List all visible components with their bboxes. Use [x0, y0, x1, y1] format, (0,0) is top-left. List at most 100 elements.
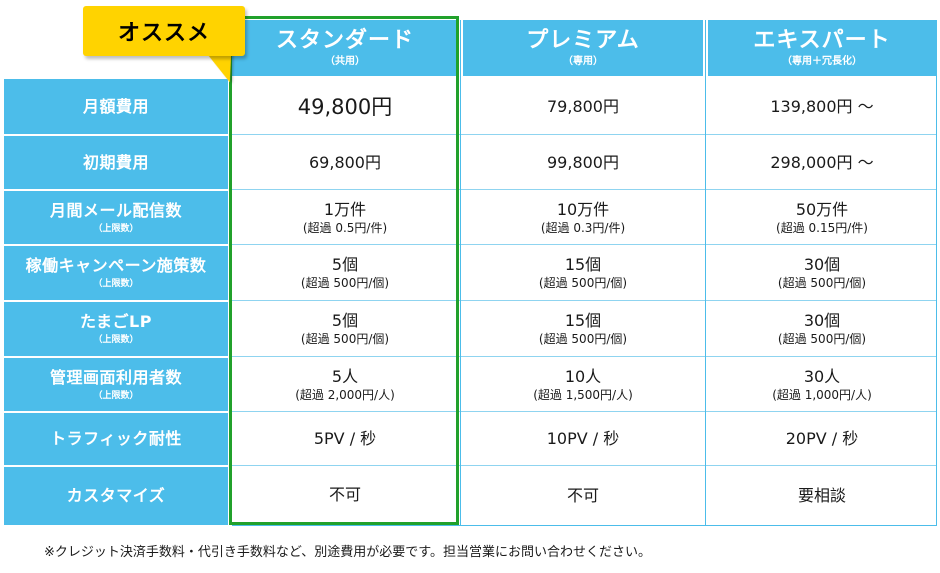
- row-header-customize: カスタマイズ: [4, 467, 228, 525]
- plan-header-premium: プレミアム （専用）: [463, 20, 703, 76]
- cell-value: 79,800円: [547, 96, 619, 116]
- row-label: トラフィック耐性: [50, 429, 182, 448]
- cell-note: (超過 500円/個): [777, 332, 867, 346]
- cell-value: 30個: [803, 255, 841, 274]
- row-divider: [232, 189, 936, 190]
- cell-standard-customize: 不可: [232, 467, 458, 522]
- row-label: 初期費用: [82, 152, 149, 172]
- row-header-admin-users: 管理画面利用者数 （上限数）: [4, 358, 228, 411]
- row-sub-label: （上限数）: [93, 335, 139, 345]
- cell-value: 20PV / 秒: [785, 429, 859, 448]
- cell-value: 30個: [803, 311, 841, 330]
- row-divider: [232, 356, 936, 357]
- row-label: 管理画面利用者数: [49, 367, 182, 387]
- cell-premium-tamago-lp: 15個 (超過 500円/個): [463, 302, 703, 356]
- cell-note: (超過 500円/個): [777, 276, 867, 290]
- cell-note: (超過 1,500円/人): [533, 387, 633, 402]
- cell-standard-admin-users: 5人 (超過 2,000円/人): [232, 358, 458, 411]
- cell-value: 69,800円: [309, 152, 381, 172]
- row-label: カスタマイズ: [66, 486, 166, 505]
- row-divider: [232, 300, 936, 301]
- cell-value: 5PV / 秒: [313, 429, 377, 448]
- cell-premium-initial-fee: 99,800円: [463, 136, 703, 189]
- cell-standard-monthly-mail: 1万件 (超過 0.5円/件): [232, 191, 458, 244]
- cell-value: 不可: [566, 486, 599, 505]
- cell-expert-initial-fee: 298,000円 ～: [708, 136, 936, 189]
- cell-value: 49,800円: [297, 94, 393, 119]
- cell-value: 10人: [564, 366, 602, 386]
- cell-expert-traffic: 20PV / 秒: [708, 413, 936, 465]
- plan-name: エキスパート: [753, 28, 891, 53]
- cell-value: 139,800円 ～: [770, 96, 874, 116]
- cell-standard-campaigns: 5個 (超過 500円/個): [232, 246, 458, 300]
- cell-expert-campaigns: 30個 (超過 500円/個): [708, 246, 936, 300]
- recommend-badge-label: オススメ: [117, 21, 210, 46]
- plan-type: （専用＋冗長化）: [782, 56, 862, 67]
- cell-value: 不可: [328, 484, 361, 504]
- footnote: ※クレジット決済手数料・代引き手数料など、別途費用が必要です。担当営業にお問い合…: [44, 545, 651, 560]
- row-label: 月間メール配信数: [49, 200, 182, 220]
- cell-standard-monthly-fee: 49,800円: [232, 79, 458, 134]
- row-header-traffic: トラフィック耐性: [4, 413, 228, 465]
- row-sub-label: （上限数）: [93, 279, 139, 289]
- cell-standard-traffic: 5PV / 秒: [232, 413, 458, 465]
- cell-premium-campaigns: 15個 (超過 500円/個): [463, 246, 703, 300]
- cell-note: (超過 2,000円/人): [295, 387, 395, 402]
- cell-note: (超過 0.3円/件): [540, 220, 626, 235]
- cell-value: 99,800円: [547, 152, 619, 172]
- cell-value: 5個: [331, 311, 359, 330]
- cell-expert-tamago-lp: 30個 (超過 500円/個): [708, 302, 936, 356]
- cell-standard-initial-fee: 69,800円: [232, 136, 458, 189]
- cell-expert-monthly-fee: 139,800円 ～: [708, 79, 936, 134]
- cell-premium-monthly-mail: 10万件 (超過 0.3円/件): [463, 191, 703, 244]
- row-divider: [232, 134, 936, 135]
- cell-value: 1万件: [323, 199, 367, 219]
- cell-expert-monthly-mail: 50万件 (超過 0.15円/件): [708, 191, 936, 244]
- row-divider: [232, 244, 936, 245]
- plan-name: スタンダード: [275, 28, 414, 53]
- cell-note: (超過 500円/個): [300, 276, 390, 290]
- row-divider: [232, 411, 936, 412]
- row-label: 稼働キャンペーン施策数: [25, 256, 207, 275]
- recommend-badge: オススメ: [83, 6, 245, 56]
- cell-expert-admin-users: 30人 (超過 1,000円/人): [708, 358, 936, 411]
- cell-value: 5人: [331, 366, 359, 386]
- cell-value: 10万件: [556, 199, 610, 219]
- row-label: たまごLP: [80, 312, 152, 331]
- cell-value: 298,000円 ～: [770, 152, 874, 172]
- plan-name: プレミアム: [526, 28, 640, 53]
- row-header-monthly-fee: 月額費用: [4, 79, 228, 134]
- cell-premium-customize: 不可: [463, 467, 703, 525]
- cell-premium-traffic: 10PV / 秒: [463, 413, 703, 465]
- table-bottom-border: [232, 525, 936, 526]
- cell-value: 10PV / 秒: [546, 429, 620, 448]
- row-label: 月額費用: [82, 96, 149, 116]
- cell-note: (超過 1,000円/人): [772, 387, 872, 402]
- cell-value: 50万件: [795, 199, 849, 219]
- cell-value: 15個: [564, 311, 602, 330]
- cell-value: 30人: [803, 366, 841, 386]
- cell-value: 要相談: [797, 486, 846, 505]
- plan-type: （専用）: [563, 56, 603, 67]
- cell-note: (超過 500円/個): [538, 332, 628, 346]
- cell-value: 5個: [331, 255, 359, 274]
- cell-premium-admin-users: 10人 (超過 1,500円/人): [463, 358, 703, 411]
- row-sub-label: （上限数）: [93, 390, 139, 401]
- cell-note: (超過 0.15円/件): [776, 220, 868, 235]
- row-header-campaigns: 稼働キャンペーン施策数 （上限数）: [4, 246, 228, 300]
- row-header-monthly-mail: 月間メール配信数 （上限数）: [4, 191, 228, 244]
- row-header-tamago-lp: たまごLP （上限数）: [4, 302, 228, 356]
- table-right-border: [936, 20, 937, 526]
- cell-standard-tamago-lp: 5個 (超過 500円/個): [232, 302, 458, 356]
- cell-value: 15個: [564, 255, 602, 274]
- cell-note: (超過 0.5円/件): [302, 220, 388, 235]
- row-divider: [232, 465, 936, 466]
- column-divider: [460, 20, 461, 526]
- row-sub-label: （上限数）: [93, 223, 139, 234]
- plan-header-expert: エキスパート （専用＋冗長化）: [708, 20, 936, 76]
- row-header-initial-fee: 初期費用: [4, 136, 228, 189]
- plan-type: （共用）: [325, 56, 365, 67]
- cell-expert-customize: 要相談: [708, 467, 936, 525]
- plan-header-standard: スタンダード （共用）: [232, 20, 458, 76]
